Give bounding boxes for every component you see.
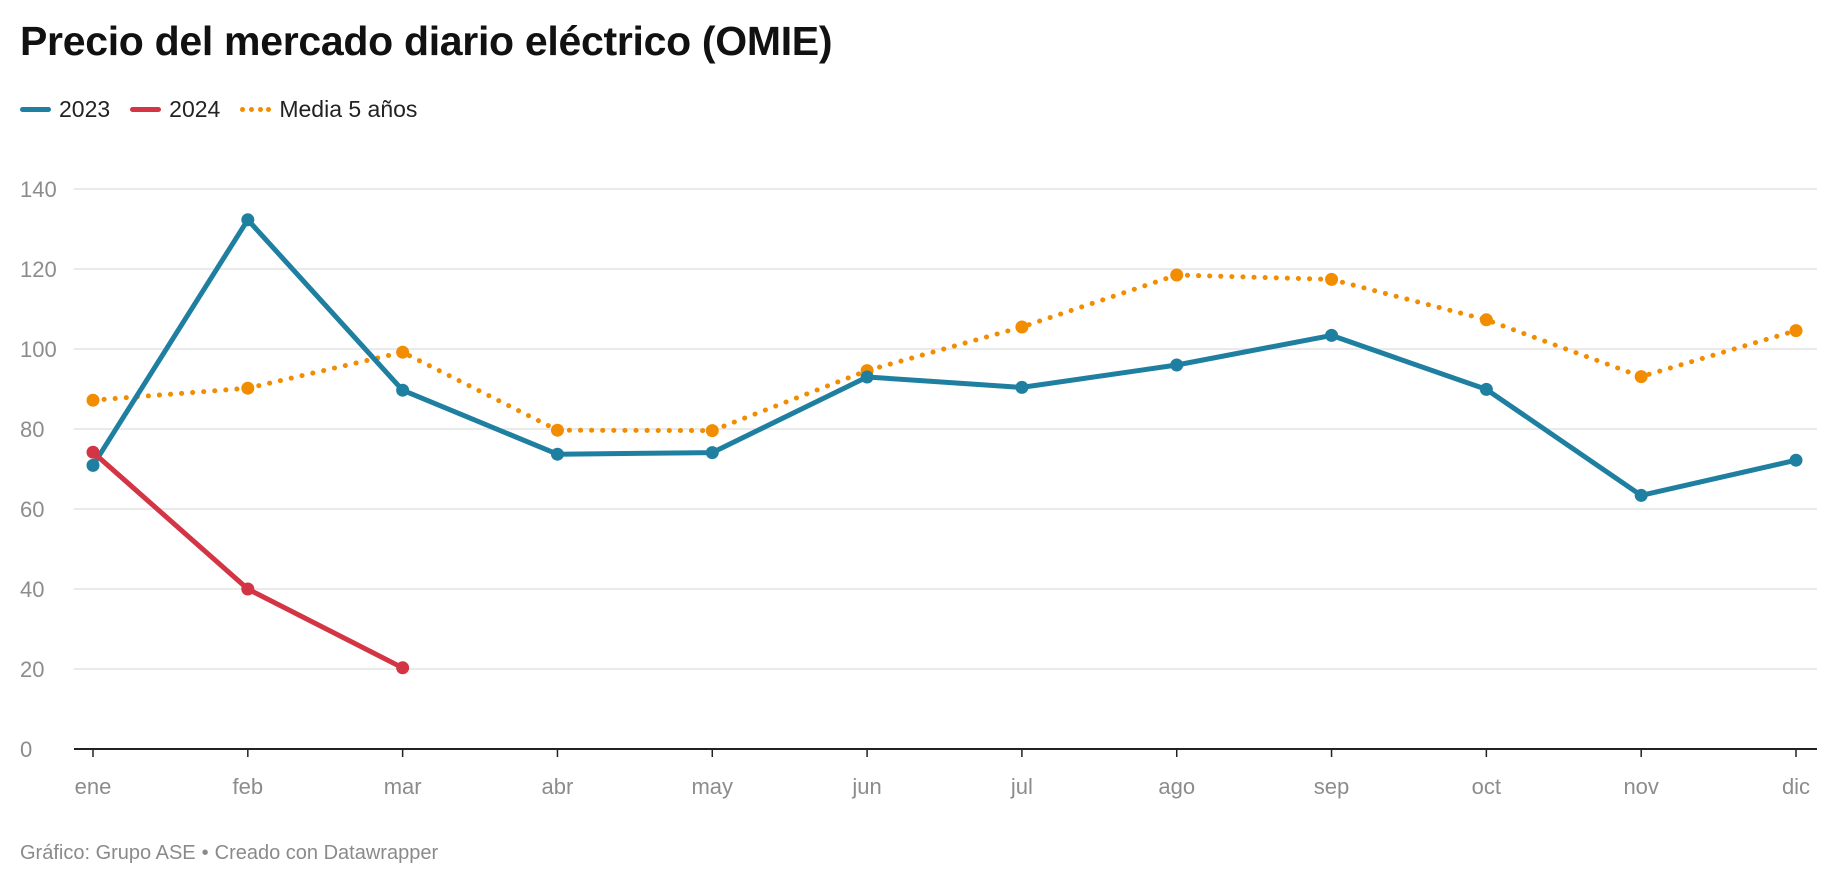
x-tick-label-jul: jul — [1010, 774, 1033, 799]
x-tick-label-abr: abr — [542, 774, 574, 799]
data-point-media-5-anos-feb — [241, 381, 255, 395]
data-point-2023-nov — [1634, 488, 1648, 502]
legend-swatch-2024 — [130, 107, 162, 112]
legend-label-media: Media 5 años — [279, 96, 418, 122]
data-point-2023-ago — [1170, 358, 1184, 372]
data-point-media-5-anos-oct — [1479, 313, 1493, 327]
data-point-2024-feb — [241, 582, 255, 596]
data-point-2023-may — [705, 446, 719, 460]
x-tick-label-dic: dic — [1782, 774, 1810, 799]
chart-title: Precio del mercado diario eléctrico (OMI… — [20, 18, 833, 64]
data-point-media-5-anos-nov — [1634, 370, 1648, 384]
y-tick-label-140: 140 — [20, 177, 57, 202]
data-point-2023-dic — [1789, 453, 1803, 467]
footer-separator: • — [201, 842, 209, 864]
footer-credit: Creado con Datawrapper — [214, 842, 439, 864]
data-point-2024-ene — [86, 445, 100, 459]
x-tick-label-oct: oct — [1472, 774, 1501, 799]
data-point-2023-feb — [241, 213, 255, 227]
x-tick-label-jun: jun — [851, 774, 881, 799]
legend-swatch-media — [240, 107, 272, 112]
legend-item-media: Media 5 años — [240, 96, 417, 123]
legend: 2023 2024 Media 5 años — [20, 96, 437, 123]
x-tick-label-ago: ago — [1158, 774, 1195, 799]
data-point-media-5-anos-abr — [550, 423, 564, 437]
y-tick-label-100: 100 — [20, 337, 57, 362]
data-point-2024-mar — [396, 661, 410, 675]
y-tick-label-0: 0 — [20, 737, 32, 762]
data-point-media-5-anos-ene — [86, 393, 100, 407]
x-tick-label-sep: sep — [1314, 774, 1349, 799]
series-line-media-5-anos — [90, 272, 1799, 434]
y-tick-label-60: 60 — [20, 497, 44, 522]
series-line-2024 — [90, 449, 406, 671]
data-point-2023-jul — [1015, 380, 1029, 394]
data-point-media-5-anos-sep — [1325, 272, 1339, 286]
series-line-2023 — [90, 217, 1799, 498]
data-point-media-5-anos-may — [705, 424, 719, 438]
footer: Gráfico: Grupo ASE • Creado con Datawrappe… — [20, 842, 438, 865]
legend-item-2023: 2023 — [20, 96, 110, 123]
legend-label-2023: 2023 — [59, 96, 111, 122]
data-point-2023-oct — [1479, 382, 1493, 396]
legend-swatch-2023 — [20, 107, 51, 112]
data-point-2023-jun — [860, 370, 874, 384]
x-tick-label-feb: feb — [233, 774, 264, 799]
data-point-media-5-anos-jul — [1015, 320, 1029, 334]
legend-label-2024: 2024 — [169, 96, 221, 122]
data-point-2023-ene — [86, 458, 100, 472]
x-tick-label-nov: nov — [1623, 774, 1658, 799]
data-point-media-5-anos-ago — [1170, 268, 1184, 282]
data-point-2023-abr — [550, 447, 564, 461]
x-tick-label-mar: mar — [384, 774, 422, 799]
y-tick-label-20: 20 — [20, 657, 44, 682]
y-tick-label-40: 40 — [20, 577, 44, 602]
data-point-media-5-anos-mar — [396, 345, 410, 359]
footer-source: Gráfico: Grupo ASE — [20, 842, 196, 864]
legend-item-2024: 2024 — [130, 96, 220, 123]
y-tick-label-120: 120 — [20, 257, 57, 282]
data-point-2023-sep — [1325, 328, 1339, 342]
x-tick-label-may: may — [691, 774, 733, 799]
x-tick-label-ene: ene — [75, 774, 112, 799]
data-point-2023-mar — [396, 383, 410, 397]
y-tick-label-80: 80 — [20, 417, 44, 442]
data-point-media-5-anos-dic — [1789, 324, 1803, 338]
